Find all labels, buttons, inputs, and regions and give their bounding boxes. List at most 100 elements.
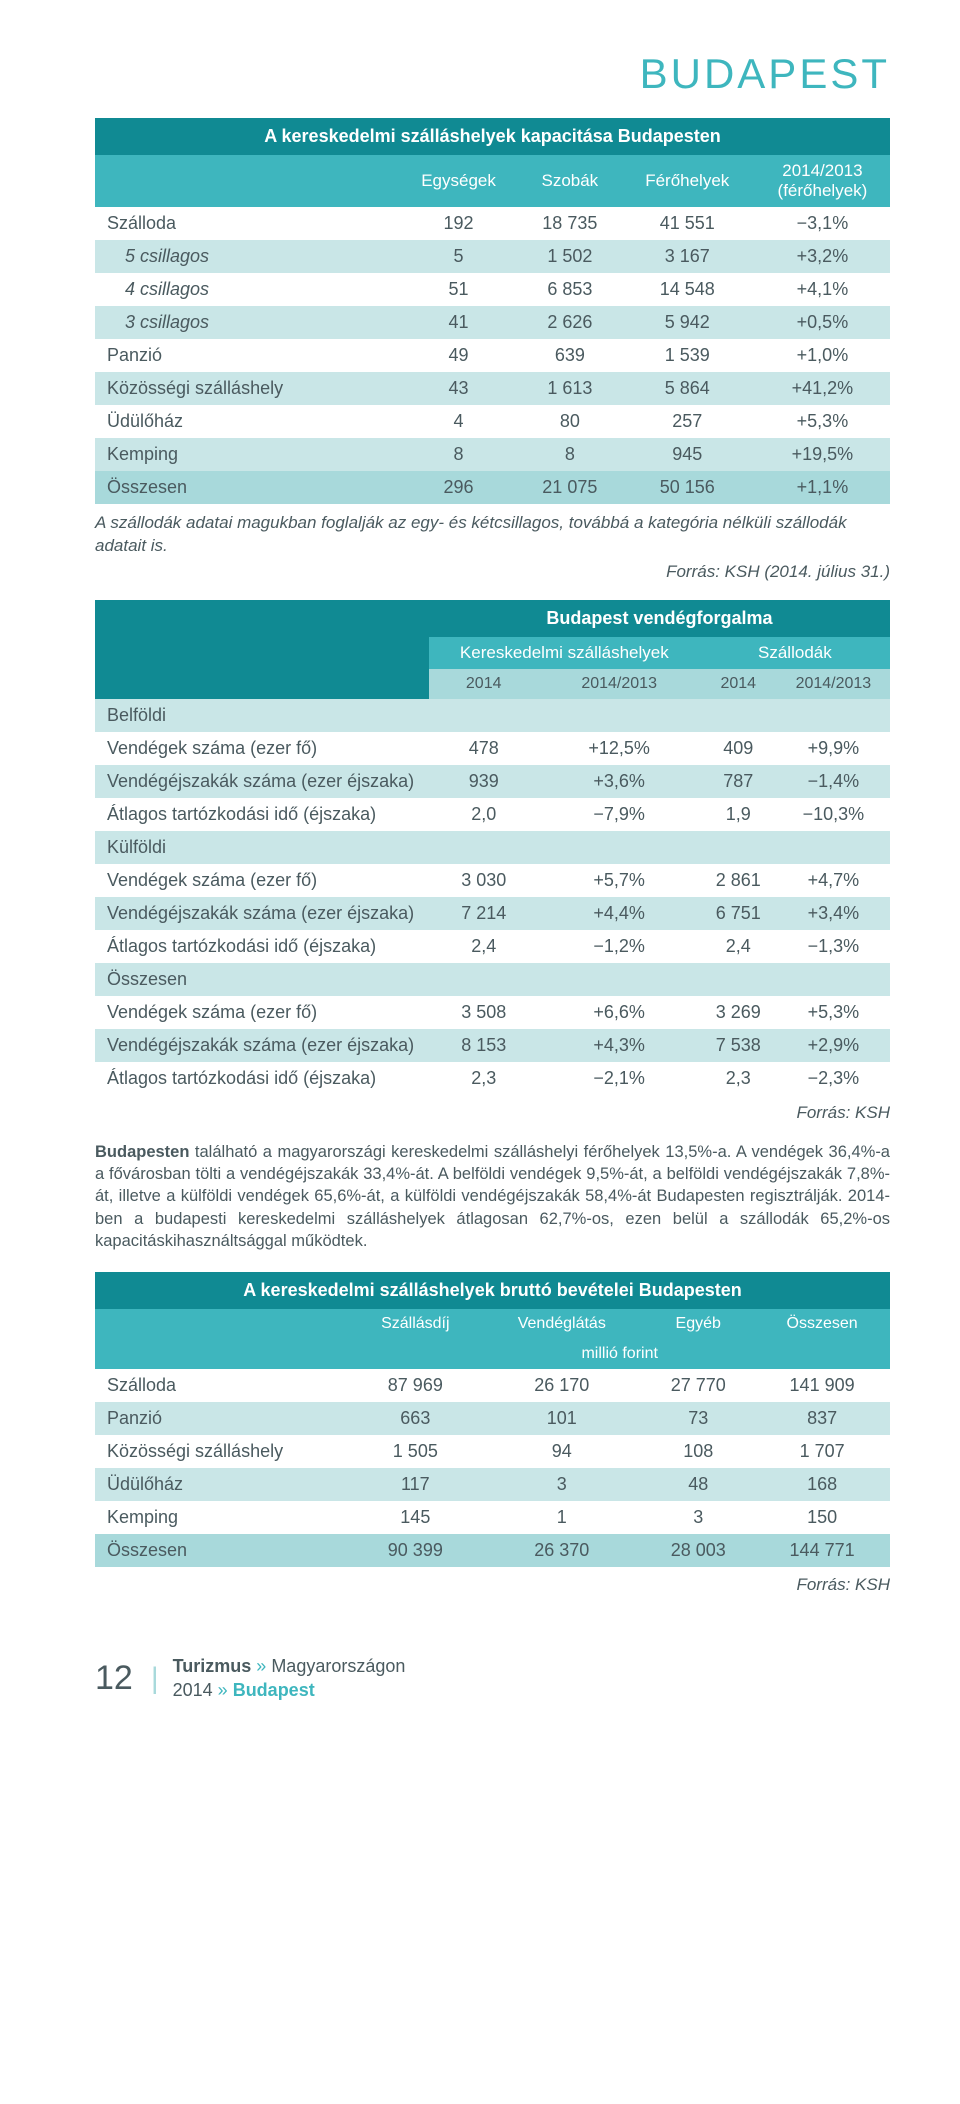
row-label: Panzió	[95, 1402, 349, 1435]
cell: +12,5%	[539, 732, 700, 765]
cell: 1 539	[620, 339, 755, 372]
row-label: Átlagos tartózkodási idő (éjszaka)	[95, 798, 429, 831]
cell: 945	[620, 438, 755, 471]
row-label: Szálloda	[95, 207, 397, 240]
cell: 7 214	[429, 897, 539, 930]
cell: 7 538	[700, 1029, 777, 1062]
cell: 8	[397, 438, 520, 471]
table3-source: Forrás: KSH	[95, 1575, 890, 1595]
table-row: Közösségi szálláshely431 6135 864+41,2%	[95, 372, 890, 405]
row-label: Közösségi szálláshely	[95, 1435, 349, 1468]
t2-sub-2: 2014	[700, 669, 777, 699]
t2-sub-3: 2014/2013	[777, 669, 890, 699]
footer-l1b: »	[256, 1656, 266, 1676]
t2-group1: Kereskedelmi szálláshelyek	[429, 637, 700, 669]
section-row: Külföldi	[95, 831, 890, 864]
table-row: Átlagos tartózkodási idő (éjszaka)2,3−2,…	[95, 1062, 890, 1095]
cell: 48	[642, 1468, 754, 1501]
body-paragraph: Budapesten található a magyarországi ker…	[95, 1141, 890, 1252]
row-label: Vendégéjszakák száma (ezer éjszaka)	[95, 765, 429, 798]
cell: 73	[642, 1402, 754, 1435]
section-label: Külföldi	[95, 831, 890, 864]
cell: +5,3%	[777, 996, 890, 1029]
row-label: Vendégek száma (ezer fő)	[95, 864, 429, 897]
row-label: Közösségi szálláshely	[95, 372, 397, 405]
cell: 26 170	[481, 1369, 642, 1402]
cell: +9,9%	[777, 732, 890, 765]
page-footer: 12 | Turizmus » Magyarországon 2014 » Bu…	[95, 1655, 890, 1702]
cell: 108	[642, 1435, 754, 1468]
row-label: Üdülőház	[95, 405, 397, 438]
page-number: 12	[95, 1659, 133, 1698]
table-row: 5 csillagos51 5023 167+3,2%	[95, 240, 890, 273]
cell: 409	[700, 732, 777, 765]
t3-col-3: Összesen	[754, 1309, 890, 1339]
cell: 27 770	[642, 1369, 754, 1402]
cell: 5	[397, 240, 520, 273]
t3-unit: millió forint	[349, 1339, 890, 1369]
cell: 837	[754, 1402, 890, 1435]
cell: 51	[397, 273, 520, 306]
table-row: Vendégéjszakák száma (ezer éjszaka)939+3…	[95, 765, 890, 798]
cell: 639	[520, 339, 620, 372]
para-bold: Budapesten	[95, 1143, 189, 1161]
cell: +2,9%	[777, 1029, 890, 1062]
t1-col-1: Szobák	[520, 155, 620, 207]
cell: 1 505	[349, 1435, 481, 1468]
row-label: Vendégéjszakák száma (ezer éjszaka)	[95, 1029, 429, 1062]
row-label: 5 csillagos	[95, 240, 397, 273]
footer-l2c: Budapest	[228, 1680, 315, 1700]
row-label: 4 csillagos	[95, 273, 397, 306]
cell: +4,3%	[539, 1029, 700, 1062]
cell: −1,2%	[539, 930, 700, 963]
table1-note: A szállodák adatai magukban foglalják az…	[95, 512, 890, 558]
cell: 257	[620, 405, 755, 438]
cell: −2,3%	[777, 1062, 890, 1095]
cell: 87 969	[349, 1369, 481, 1402]
cell: +5,7%	[539, 864, 700, 897]
table-capacity: A kereskedelmi szálláshelyek kapacitása …	[95, 118, 890, 504]
cell: +41,2%	[755, 372, 890, 405]
table-row: Üdülőház480257+5,3%	[95, 405, 890, 438]
cell: −10,3%	[777, 798, 890, 831]
row-label: Szálloda	[95, 1369, 349, 1402]
footer-text: Turizmus » Magyarországon 2014 » Budapes…	[173, 1655, 406, 1702]
cell: 3 167	[620, 240, 755, 273]
cell: +0,5%	[755, 306, 890, 339]
table-row: Vendégéjszakák száma (ezer éjszaka)7 214…	[95, 897, 890, 930]
table-row: Vendégek száma (ezer fő)3 508+6,6%3 269+…	[95, 996, 890, 1029]
cell: 8 153	[429, 1029, 539, 1062]
t3-col-2: Egyéb	[642, 1309, 754, 1339]
row-label: Átlagos tartózkodási idő (éjszaka)	[95, 1062, 429, 1095]
cell: 150	[754, 1501, 890, 1534]
row-label: 3 csillagos	[95, 306, 397, 339]
row-label: Panzió	[95, 339, 397, 372]
t3-col-0: Szállásdíj	[349, 1309, 481, 1339]
cell: −3,1%	[755, 207, 890, 240]
cell: 141 909	[754, 1369, 890, 1402]
cell: 1	[481, 1501, 642, 1534]
t2-group2: Szállodák	[700, 637, 890, 669]
cell: +4,7%	[777, 864, 890, 897]
row-label: Vendégek száma (ezer fő)	[95, 996, 429, 1029]
cell: 80	[520, 405, 620, 438]
table-row: Vendégek száma (ezer fő)478+12,5%409+9,9…	[95, 732, 890, 765]
table-row: 3 csillagos412 6265 942+0,5%	[95, 306, 890, 339]
cell: 939	[429, 765, 539, 798]
table-row: Vendégek száma (ezer fő)3 030+5,7%2 861+…	[95, 864, 890, 897]
footer-l1a: Turizmus	[173, 1656, 257, 1676]
cell: 21 075	[520, 471, 620, 504]
row-label: Összesen	[95, 1534, 349, 1567]
row-label: Átlagos tartózkodási idő (éjszaka)	[95, 930, 429, 963]
cell: 5 864	[620, 372, 755, 405]
cell: 2,4	[700, 930, 777, 963]
cell: 94	[481, 1435, 642, 1468]
cell: 3 269	[700, 996, 777, 1029]
cell: 478	[429, 732, 539, 765]
cell: 28 003	[642, 1534, 754, 1567]
table-revenue: A kereskedelmi szálláshelyek bruttó bevé…	[95, 1272, 890, 1567]
cell: −1,3%	[777, 930, 890, 963]
table-row: 4 csillagos516 85314 548+4,1%	[95, 273, 890, 306]
cell: 2,0	[429, 798, 539, 831]
row-label: Kemping	[95, 1501, 349, 1534]
